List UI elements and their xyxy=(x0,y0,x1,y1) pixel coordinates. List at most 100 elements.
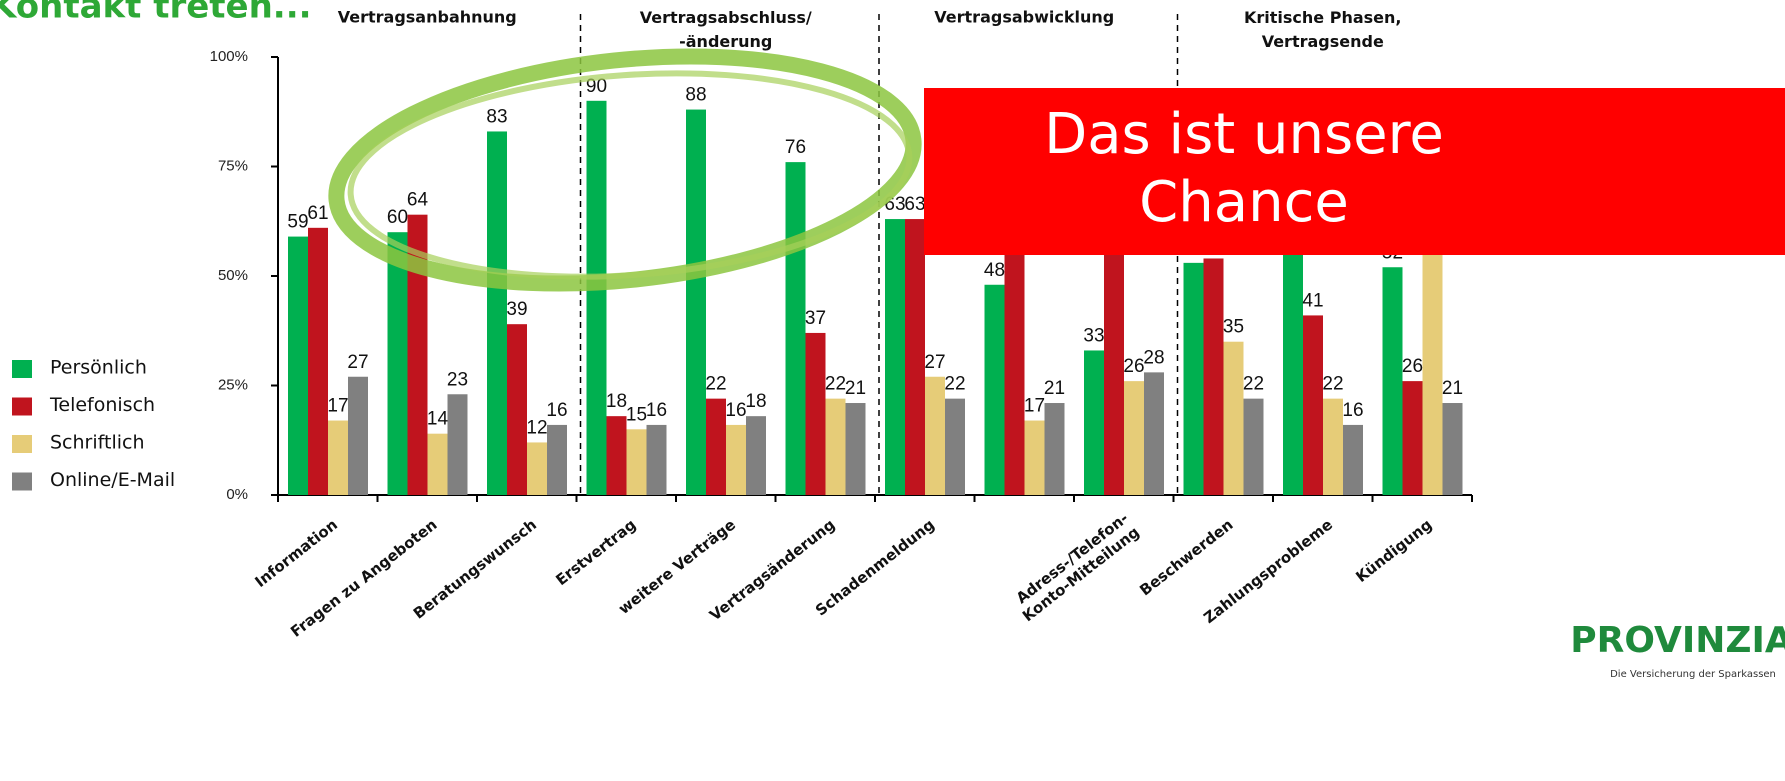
value-label: 76 xyxy=(785,137,806,158)
bar xyxy=(348,376,368,495)
y-tick-label: 25% xyxy=(218,376,248,393)
legend-label: Schriftlich xyxy=(50,432,145,454)
value-label: 23 xyxy=(447,369,468,390)
value-label: 88 xyxy=(685,85,706,106)
value-label: 27 xyxy=(347,352,368,373)
value-label: 14 xyxy=(427,409,449,430)
bar xyxy=(1442,403,1463,495)
phase-header: Vertragsabschluss/-änderung xyxy=(640,8,812,51)
value-label: 12 xyxy=(526,417,547,438)
phase-header: Vertragsabwicklung xyxy=(934,8,1114,27)
bar xyxy=(1044,403,1065,495)
bar xyxy=(1084,350,1104,495)
y-tick-label: 0% xyxy=(226,486,248,503)
legend-swatch xyxy=(12,397,32,416)
value-label: 60 xyxy=(387,207,408,228)
bar xyxy=(427,433,448,495)
bar xyxy=(626,429,647,495)
bar xyxy=(1422,240,1443,495)
value-label: 61 xyxy=(307,203,328,224)
legend-label: Telefonisch xyxy=(49,394,155,416)
bar xyxy=(706,398,726,495)
bar xyxy=(905,219,925,495)
bar xyxy=(646,424,667,495)
bar xyxy=(925,376,945,495)
value-label: 22 xyxy=(1243,374,1264,395)
bar xyxy=(1104,240,1124,495)
bar xyxy=(746,416,766,495)
y-tick-label: 50% xyxy=(218,267,248,284)
value-label: 22 xyxy=(944,374,965,395)
chart-title: Kontakt treten... xyxy=(0,0,312,27)
value-label: 16 xyxy=(725,400,746,421)
value-label: 21 xyxy=(1044,378,1065,399)
bar xyxy=(1382,267,1403,495)
callout-text: Das ist unsere Chance xyxy=(1044,102,1444,235)
x-tick-label: Beschwerden xyxy=(1136,516,1236,600)
bar xyxy=(1144,372,1164,495)
bar xyxy=(308,227,328,495)
value-label: 59 xyxy=(287,212,308,233)
value-label: 37 xyxy=(805,308,826,329)
value-label: 41 xyxy=(1302,290,1323,311)
bar xyxy=(507,324,527,495)
logo-name: PROVINZIAL xyxy=(1570,620,1785,661)
bar xyxy=(845,403,866,495)
highlight-circle xyxy=(328,48,922,292)
bar xyxy=(288,236,308,495)
value-label: 15 xyxy=(626,404,647,425)
value-label: 18 xyxy=(606,391,627,412)
bar xyxy=(1243,398,1264,495)
bar xyxy=(586,100,607,496)
value-label: 21 xyxy=(1442,378,1463,399)
bar xyxy=(1223,341,1244,495)
bar xyxy=(945,398,965,495)
bar xyxy=(885,219,905,495)
value-label: 16 xyxy=(546,400,567,421)
value-label: 26 xyxy=(1123,356,1144,377)
value-label: 63 xyxy=(904,194,925,215)
value-label: 83 xyxy=(486,106,507,127)
bar xyxy=(825,398,846,495)
bar xyxy=(606,416,627,495)
logo-tagline: Die Versicherung der Sparkassen xyxy=(1610,669,1776,680)
phase-header: Vertragsanbahnung xyxy=(338,8,517,27)
x-tick-label: Kündigung xyxy=(1352,516,1435,586)
bar xyxy=(487,131,507,495)
legend-label: Online/E-Mail xyxy=(50,469,175,491)
value-label: 48 xyxy=(984,260,1005,281)
bar xyxy=(984,284,1005,495)
value-label: 22 xyxy=(705,374,726,395)
legend-swatch xyxy=(12,360,32,378)
bar xyxy=(1183,262,1204,495)
bar xyxy=(726,424,746,495)
phase-header: Kritische Phasen, Vertragsende xyxy=(1244,8,1401,51)
value-label: 27 xyxy=(924,352,945,373)
bar xyxy=(547,424,567,495)
value-label: 21 xyxy=(845,378,866,399)
bar xyxy=(1203,258,1224,495)
value-label: 64 xyxy=(407,190,429,211)
value-label: 22 xyxy=(1322,374,1343,395)
bar xyxy=(1303,315,1323,495)
value-label: 17 xyxy=(1024,396,1045,417)
value-label: 16 xyxy=(1342,400,1363,421)
legend-label: Persönlich xyxy=(50,357,147,379)
value-label: 16 xyxy=(646,400,667,421)
bar xyxy=(407,214,428,495)
bar xyxy=(686,109,706,495)
bar xyxy=(1343,424,1363,495)
bar xyxy=(1024,420,1045,495)
value-label: 18 xyxy=(745,391,766,412)
x-tick-label: Information xyxy=(251,516,341,591)
bar xyxy=(785,162,806,495)
y-tick-label: 100% xyxy=(210,48,248,65)
bar xyxy=(1004,232,1025,495)
bar xyxy=(1323,398,1343,495)
value-label: 22 xyxy=(825,374,846,395)
legend-swatch xyxy=(12,435,32,453)
y-tick-label: 75% xyxy=(218,157,248,174)
legend-swatch xyxy=(12,472,32,491)
value-label: 17 xyxy=(327,396,348,417)
